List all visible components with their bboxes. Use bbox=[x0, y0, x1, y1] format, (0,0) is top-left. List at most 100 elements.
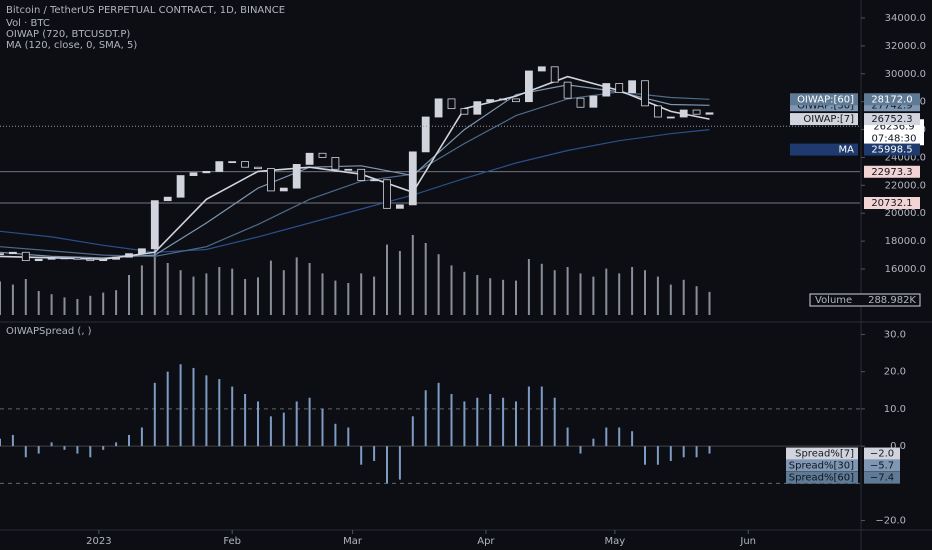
spread-bar bbox=[347, 427, 350, 447]
candle bbox=[512, 98, 520, 103]
candle bbox=[421, 116, 430, 153]
volume-bar bbox=[695, 286, 698, 315]
series-value-box bbox=[864, 113, 920, 126]
x-tick-label: Mar bbox=[343, 536, 363, 547]
candle bbox=[654, 105, 662, 118]
spread-bar bbox=[398, 446, 401, 480]
y-tick-label: 24000.0 bbox=[885, 152, 926, 163]
volume-bar bbox=[360, 273, 363, 315]
volume-bar bbox=[269, 260, 272, 315]
spread-bar bbox=[540, 386, 543, 447]
spread-bar bbox=[166, 371, 169, 447]
candle bbox=[576, 97, 585, 108]
spread-bar bbox=[218, 379, 221, 447]
candle bbox=[99, 258, 108, 262]
volume-bar bbox=[592, 276, 595, 315]
candle bbox=[344, 168, 353, 171]
volume-bar bbox=[527, 259, 530, 315]
candle bbox=[550, 66, 559, 83]
candle bbox=[112, 256, 120, 260]
volume-bar bbox=[244, 279, 247, 315]
volume-bar bbox=[102, 292, 105, 315]
volume-value: 288.982K bbox=[868, 295, 916, 306]
spread-bar bbox=[644, 446, 646, 465]
spread-bar bbox=[502, 397, 505, 447]
spread-value-box bbox=[864, 447, 900, 460]
candle bbox=[215, 161, 224, 172]
y-tick-label: 20000.0 bbox=[885, 208, 926, 219]
spread-value: −7.4 bbox=[870, 473, 894, 484]
volume-bar bbox=[218, 267, 221, 315]
volume-bar bbox=[128, 275, 130, 315]
volume-bar bbox=[347, 283, 350, 315]
spread-bar bbox=[669, 446, 672, 461]
volume-bar bbox=[89, 295, 92, 315]
x-tick-label: May bbox=[605, 536, 626, 547]
price-label: 22973.3 bbox=[871, 167, 912, 178]
spread-bar bbox=[515, 401, 517, 447]
spread-value-box bbox=[864, 459, 900, 472]
spread-bar bbox=[527, 386, 530, 447]
volume-bar bbox=[644, 270, 646, 315]
candle bbox=[318, 152, 327, 158]
spread-bar bbox=[682, 446, 685, 458]
candle bbox=[473, 101, 482, 115]
candle bbox=[305, 152, 314, 165]
spread-bar bbox=[115, 442, 118, 447]
candle bbox=[641, 80, 649, 107]
spread-bar bbox=[424, 390, 427, 447]
volume-bar bbox=[437, 254, 440, 315]
volume-bar bbox=[489, 278, 492, 315]
legend: Vol · BTC bbox=[6, 18, 50, 29]
candle bbox=[60, 257, 69, 260]
candle bbox=[563, 81, 572, 99]
candle bbox=[460, 108, 469, 115]
spread-bar bbox=[179, 364, 182, 447]
spread-bar bbox=[231, 386, 234, 447]
spread-bar bbox=[192, 367, 195, 447]
candle bbox=[279, 187, 288, 192]
spread-bar bbox=[37, 446, 40, 454]
volume-bar bbox=[669, 284, 672, 315]
volume-bar bbox=[37, 291, 40, 315]
spread-bar bbox=[708, 446, 711, 454]
volume-bar bbox=[282, 270, 285, 315]
spread-bar bbox=[437, 382, 440, 447]
candle bbox=[602, 83, 611, 97]
candle bbox=[176, 175, 185, 198]
spread-bar bbox=[321, 408, 324, 447]
x-tick-label: Apr bbox=[477, 536, 495, 547]
volume-bar bbox=[618, 273, 621, 315]
spread-bar bbox=[295, 401, 298, 447]
candle bbox=[254, 166, 262, 169]
spread-bar bbox=[450, 394, 453, 447]
spread-bar bbox=[128, 434, 130, 447]
candle bbox=[395, 204, 404, 209]
series-name-box bbox=[790, 113, 858, 126]
spread-bar bbox=[463, 401, 466, 447]
volume-bar bbox=[656, 276, 659, 315]
spread-bar bbox=[579, 446, 582, 454]
candle bbox=[537, 66, 546, 72]
spread-bar bbox=[605, 427, 608, 447]
x-tick-label: Jun bbox=[739, 536, 756, 547]
x-tick-label: 2023 bbox=[86, 536, 111, 547]
spread-name: Spread%[60] bbox=[789, 473, 854, 484]
candle bbox=[73, 257, 82, 260]
candle bbox=[628, 80, 636, 94]
series-value-box bbox=[864, 93, 920, 106]
spread-value: −2.0 bbox=[870, 449, 894, 460]
spread-value: −5.7 bbox=[870, 460, 894, 471]
spread-bar bbox=[695, 446, 698, 458]
spread-name: Spread%[7] bbox=[795, 449, 854, 460]
spread-bar bbox=[11, 434, 14, 447]
spread-bar bbox=[76, 446, 79, 454]
candle bbox=[486, 99, 495, 103]
spread-bar bbox=[24, 446, 27, 458]
countdown: 07:48:30 bbox=[872, 133, 917, 144]
volume-bar bbox=[631, 267, 634, 315]
volume-bar bbox=[540, 263, 543, 315]
series-value: 27742.9 bbox=[871, 100, 912, 111]
volume-bar bbox=[579, 273, 582, 315]
candle bbox=[228, 161, 237, 164]
